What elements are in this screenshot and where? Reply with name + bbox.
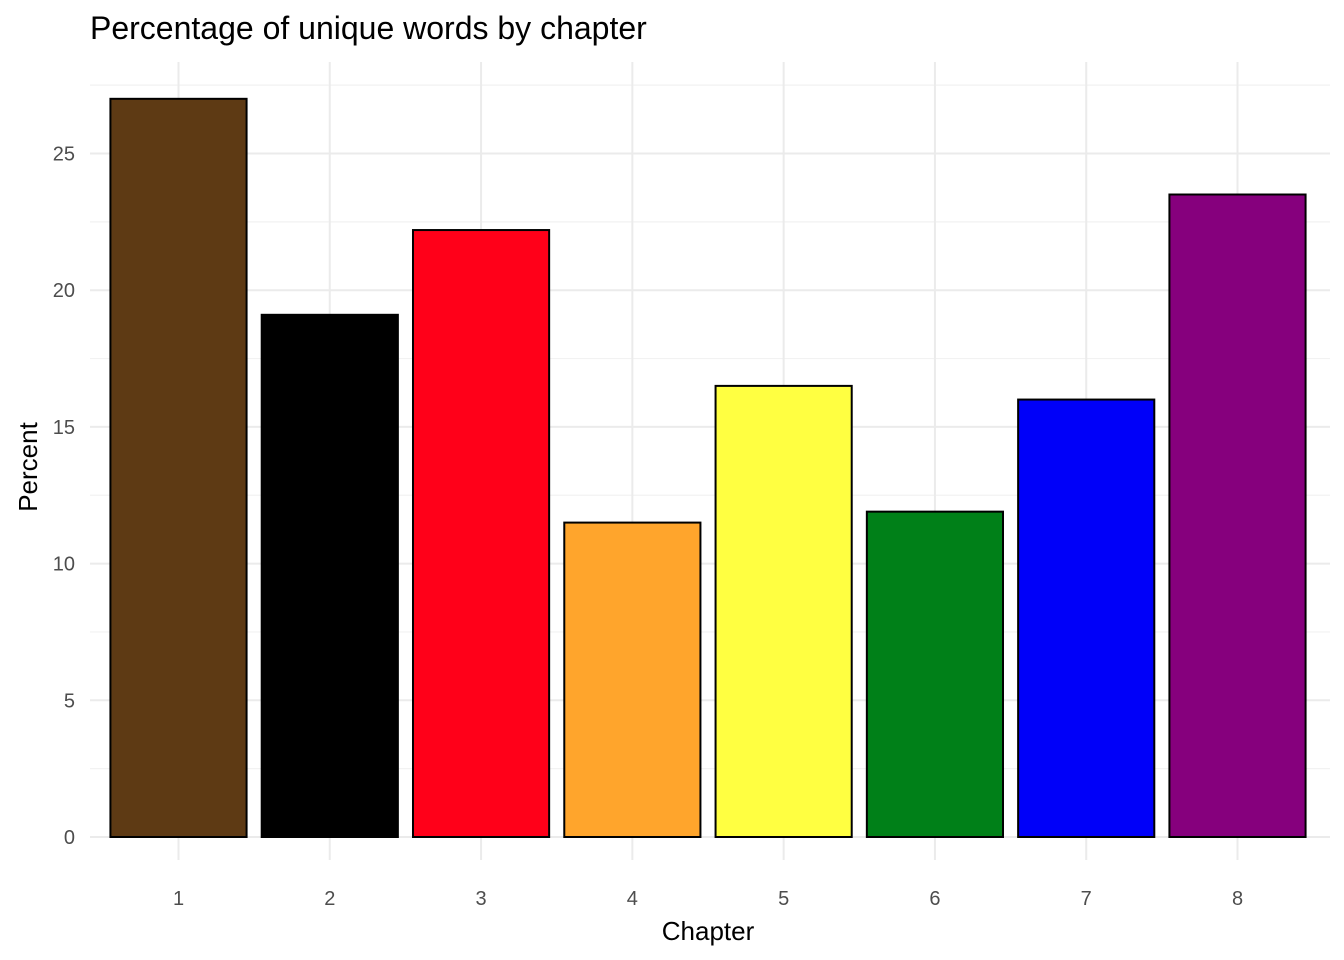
x-tick-label: 3 (476, 888, 487, 910)
bar-chapter-7 (1017, 398, 1156, 838)
x-tick-label: 2 (324, 888, 335, 910)
x-tick-labels: 1 2 3 4 5 6 7 8 (173, 888, 1243, 910)
bar-chapter-3 (411, 229, 551, 838)
y-tick-label: 0 (64, 827, 75, 849)
bar-chapter-8 (1168, 193, 1307, 838)
x-tick-label: 4 (627, 888, 638, 910)
x-tick-label: 5 (778, 888, 789, 910)
y-tick-label: 25 (53, 144, 75, 166)
bars (109, 97, 1307, 839)
bar-chapter-2 (260, 313, 399, 838)
x-tick-label: 7 (1081, 888, 1092, 910)
bar-chapter-4 (563, 521, 702, 839)
x-tick-label: 8 (1232, 888, 1243, 910)
x-tick-label: 6 (929, 888, 940, 910)
bar-chapter-1 (109, 97, 248, 838)
y-tick-label: 10 (53, 554, 75, 576)
y-tick-label: 5 (64, 690, 75, 712)
x-tick-label: 1 (173, 888, 184, 910)
bar-chapter-6 (865, 510, 1005, 838)
y-tick-label: 15 (53, 417, 75, 439)
y-tick-labels: 0 5 10 15 20 25 (53, 144, 75, 850)
x-axis-title: Chapter (662, 916, 755, 946)
bar-chapter-5 (714, 384, 853, 838)
y-axis-title: Percent (13, 421, 43, 511)
chart-title: Percentage of unique words by chapter (90, 10, 647, 46)
y-tick-label: 20 (53, 280, 75, 302)
